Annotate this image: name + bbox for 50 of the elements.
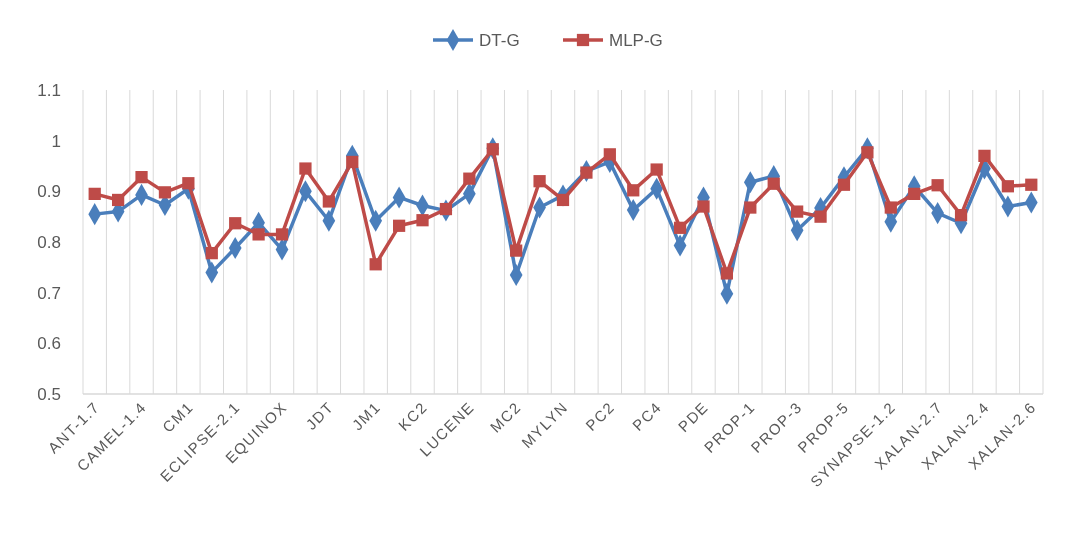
point bbox=[275, 228, 289, 241]
point bbox=[299, 162, 312, 175]
point bbox=[954, 209, 968, 222]
point bbox=[112, 193, 125, 207]
point bbox=[603, 148, 616, 161]
point bbox=[346, 155, 359, 169]
point bbox=[1025, 178, 1038, 191]
point bbox=[861, 146, 874, 159]
y-tick-label: 0.8 bbox=[37, 232, 61, 252]
point bbox=[1001, 180, 1014, 193]
point bbox=[814, 210, 827, 223]
point bbox=[229, 217, 242, 230]
point bbox=[439, 202, 453, 216]
point bbox=[486, 143, 499, 156]
y-tick-label: 0.7 bbox=[37, 283, 61, 303]
point bbox=[673, 221, 687, 234]
y-tick-label: 0.6 bbox=[37, 334, 61, 354]
point bbox=[908, 187, 921, 200]
point bbox=[697, 200, 710, 213]
y-tick-label: 0.9 bbox=[37, 182, 61, 202]
point bbox=[767, 177, 780, 190]
point bbox=[392, 219, 406, 232]
point bbox=[720, 267, 734, 280]
point bbox=[88, 187, 101, 200]
y-tick-label: 0.5 bbox=[37, 384, 61, 404]
point bbox=[416, 214, 429, 227]
point bbox=[931, 179, 944, 192]
point bbox=[978, 149, 991, 162]
point bbox=[369, 258, 382, 271]
point bbox=[627, 184, 640, 197]
point bbox=[791, 205, 804, 218]
y-tick-label: 1.1 bbox=[37, 80, 61, 100]
point bbox=[837, 178, 851, 191]
point bbox=[322, 195, 335, 208]
point bbox=[182, 177, 195, 190]
point bbox=[580, 166, 593, 179]
point bbox=[556, 193, 570, 207]
legend-label: DT-G bbox=[479, 30, 520, 50]
y-tick-label: 1 bbox=[51, 131, 61, 151]
point bbox=[205, 247, 218, 260]
point bbox=[510, 244, 523, 257]
legend-label: MLP-G bbox=[609, 30, 663, 50]
point bbox=[533, 175, 546, 188]
point bbox=[884, 201, 897, 214]
point bbox=[135, 171, 148, 184]
point bbox=[252, 228, 265, 241]
point bbox=[744, 201, 757, 214]
point bbox=[463, 172, 476, 185]
point bbox=[158, 186, 172, 199]
point bbox=[650, 163, 663, 176]
